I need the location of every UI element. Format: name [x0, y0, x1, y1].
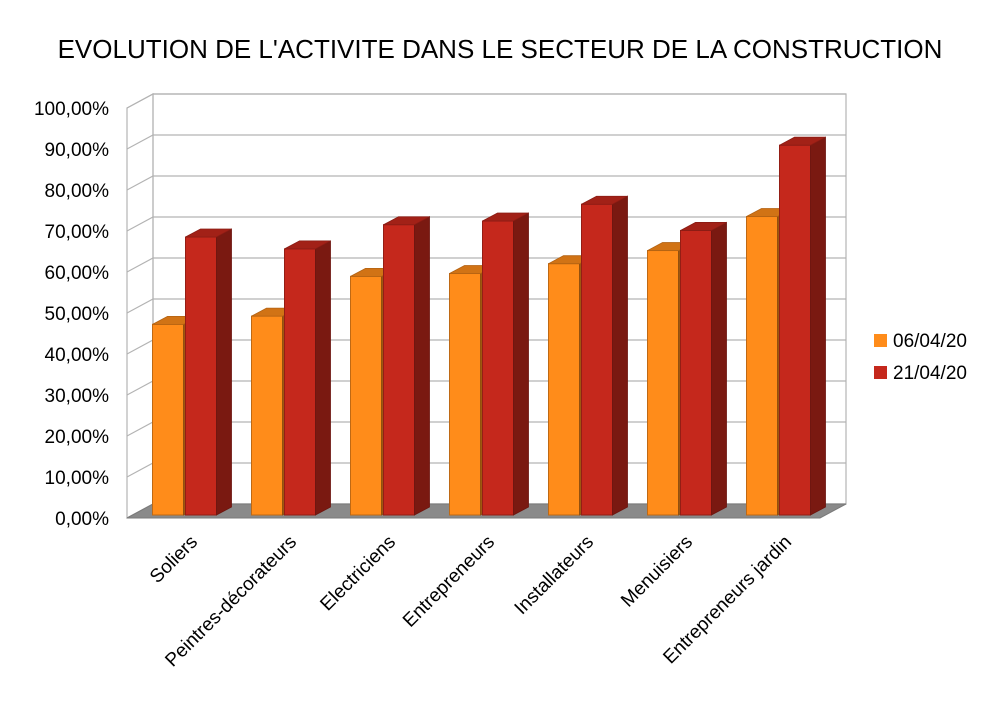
bar-side: [216, 228, 232, 516]
bar-front: [449, 273, 481, 516]
legend-swatch: [874, 366, 887, 379]
y-tick-label: 100,00%: [34, 99, 109, 120]
bar-front: [152, 323, 184, 516]
bar-side: [612, 195, 628, 516]
gridline: [126, 175, 846, 191]
y-tick-label: 70,00%: [45, 222, 110, 243]
x-category-label: Installateurs: [511, 532, 598, 619]
legend-item: 06/04/20: [874, 331, 967, 352]
bar-side: [414, 216, 430, 516]
bar-side: [810, 136, 826, 516]
bar-front: [548, 263, 580, 516]
bar: [284, 240, 331, 516]
bar: [482, 212, 529, 516]
legend: 06/04/20 21/04/20: [874, 331, 967, 384]
bar-front: [284, 248, 316, 516]
x-category-label: Entrepreneurs: [399, 532, 499, 632]
y-tick-label: 80,00%: [45, 181, 110, 202]
y-axis-tick-labels: 0,00% 10,00% 20,00% 30,00% 40,00% 50,00% 60,00…: [34, 99, 109, 530]
y-tick-label: 40,00%: [45, 345, 110, 366]
bar: [383, 216, 430, 516]
bar-side: [315, 240, 331, 516]
y-tick-label: 10,00%: [45, 468, 110, 489]
legend-swatch: [874, 334, 887, 347]
bar-front: [779, 144, 811, 516]
y-tick-label: 0,00%: [55, 509, 109, 530]
legend-item: 21/04/20: [874, 363, 967, 384]
bars: [152, 136, 826, 516]
gridline: [126, 134, 846, 150]
bar: [185, 228, 232, 516]
x-category-label: Electriciens: [316, 532, 400, 616]
y-tick-label: 60,00%: [45, 263, 110, 284]
bar-front: [350, 275, 382, 516]
bar-top: [779, 136, 826, 146]
y-tick-label: 90,00%: [45, 140, 110, 161]
x-category-label: Menuisiers: [617, 532, 697, 612]
bar-top: [482, 212, 529, 222]
bar-top: [581, 195, 628, 205]
bar-front: [581, 203, 613, 516]
bar-front: [746, 216, 778, 516]
x-category-label: Soliers: [146, 532, 202, 588]
bar-front: [647, 250, 679, 516]
bar-top: [185, 228, 232, 238]
bar-side: [711, 221, 727, 516]
bar-front: [680, 229, 712, 516]
bar-front: [185, 236, 217, 516]
bar-front: [482, 220, 514, 516]
bar-front: [251, 315, 283, 516]
chart-title: EVOLUTION DE L'ACTIVITE DANS LE SECTEUR …: [58, 34, 943, 64]
bar: [581, 195, 628, 516]
bar: [779, 136, 826, 516]
legend-label: 21/04/20: [893, 363, 967, 384]
bar-side: [513, 212, 529, 516]
legend-label: 06/04/20: [893, 331, 967, 352]
gridline: [126, 93, 846, 109]
y-tick-label: 50,00%: [45, 304, 110, 325]
bar-top: [680, 222, 727, 231]
y-tick-label: 20,00%: [45, 427, 110, 448]
bar-top: [284, 240, 331, 250]
y-tick-label: 30,00%: [45, 386, 110, 407]
bar-front: [383, 224, 415, 516]
bar-top: [383, 216, 430, 226]
bar: [680, 221, 727, 516]
